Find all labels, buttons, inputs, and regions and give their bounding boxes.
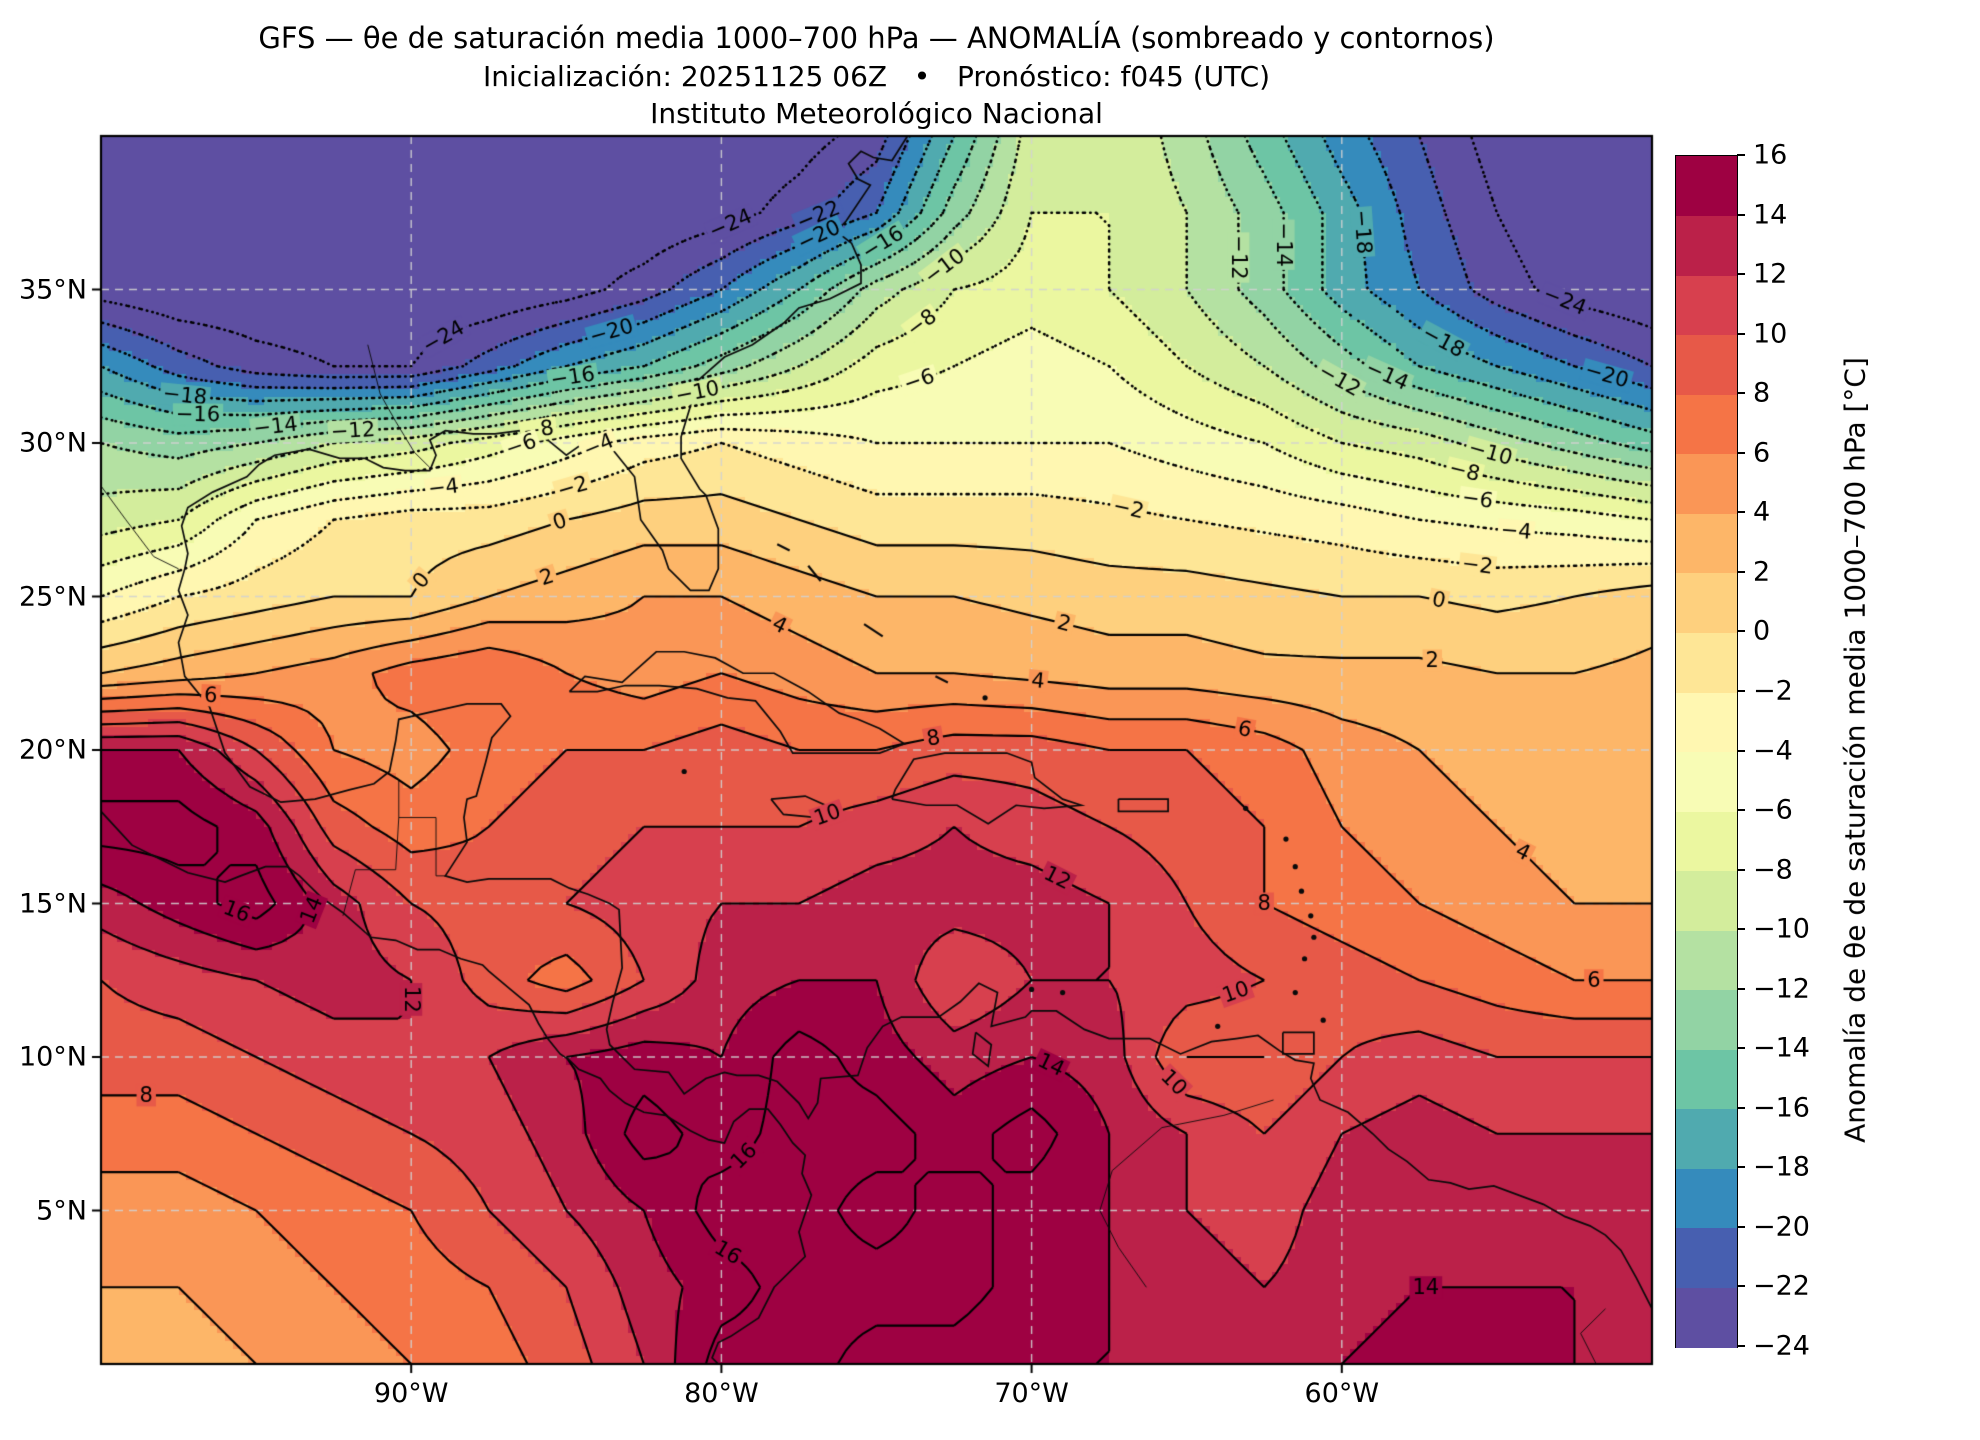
x-tick-label: 90°W bbox=[373, 1378, 449, 1409]
colorbar-tick-label: −4 bbox=[1753, 735, 1793, 766]
colorbar-cell bbox=[1676, 215, 1737, 276]
colorbar-tick bbox=[1737, 570, 1745, 573]
colorbar-tick-label: −24 bbox=[1753, 1330, 1810, 1362]
colorbar-tick bbox=[1737, 868, 1745, 871]
colorbar-cell bbox=[1676, 1287, 1737, 1348]
x-tick-label: 60°W bbox=[1304, 1378, 1380, 1409]
colorbar-tick-label: −22 bbox=[1753, 1270, 1810, 1302]
colorbar-cell bbox=[1676, 513, 1737, 574]
colorbar-tick bbox=[1737, 154, 1745, 156]
colorbar-cell bbox=[1676, 394, 1737, 455]
colorbar-cell bbox=[1676, 453, 1737, 514]
y-tick-label: 15°N bbox=[18, 888, 87, 919]
colorbar-cell bbox=[1676, 156, 1737, 217]
colorbar-tick bbox=[1737, 1047, 1745, 1050]
colorbar-tick-label: 0 bbox=[1753, 615, 1771, 647]
colorbar-tick-label: −8 bbox=[1753, 854, 1793, 886]
y-tick-label: 35°N bbox=[18, 274, 87, 305]
x-tick-label: 70°W bbox=[994, 1378, 1069, 1409]
y-tick-label: 20°N bbox=[18, 734, 87, 766]
colorbar-tick-label: −2 bbox=[1753, 675, 1793, 707]
colorbar-tick bbox=[1737, 1345, 1745, 1347]
colorbar-tick bbox=[1737, 630, 1745, 633]
x-tick-label: 80°W bbox=[684, 1378, 759, 1409]
colorbar-tick-label: 4 bbox=[1753, 496, 1771, 528]
colorbar-tick bbox=[1737, 1106, 1745, 1109]
colorbar-tick-label: 6 bbox=[1753, 437, 1771, 469]
colorbar-tick bbox=[1737, 809, 1745, 812]
colorbar-tick-label: 8 bbox=[1753, 377, 1771, 409]
colorbar-title: Anomalía de θe de saturación media 1000–… bbox=[1838, 357, 1872, 1143]
colorbar-tick bbox=[1737, 749, 1745, 752]
colorbar-tick-label: 2 bbox=[1753, 556, 1771, 588]
colorbar-tick bbox=[1737, 511, 1745, 514]
colorbar-cell bbox=[1676, 632, 1737, 693]
colorbar-cell bbox=[1676, 989, 1737, 1050]
colorbar-tick bbox=[1737, 451, 1745, 454]
colorbar-cell bbox=[1676, 751, 1737, 812]
colorbar-tick-label: 14 bbox=[1753, 199, 1788, 231]
y-tick-label: 10°N bbox=[18, 1041, 87, 1073]
colorbar-cell bbox=[1676, 1108, 1737, 1169]
colorbar-cell bbox=[1676, 334, 1737, 395]
colorbar-tick bbox=[1737, 928, 1745, 931]
colorbar-tick-label: −12 bbox=[1753, 973, 1810, 1005]
colorbar-cell bbox=[1676, 1049, 1737, 1110]
colorbar-cell bbox=[1676, 572, 1737, 633]
colorbar bbox=[1675, 155, 1738, 1348]
colorbar-tick bbox=[1737, 273, 1745, 276]
colorbar-tick-label: −14 bbox=[1753, 1032, 1810, 1064]
colorbar-cell bbox=[1676, 275, 1737, 336]
colorbar-tick bbox=[1737, 332, 1745, 335]
colorbar-tick-label: −18 bbox=[1753, 1151, 1810, 1183]
colorbar-tick bbox=[1737, 1285, 1745, 1288]
colorbar-tick-label: −16 bbox=[1753, 1092, 1810, 1124]
colorbar-tick-label: −10 bbox=[1753, 913, 1810, 945]
colorbar-tick bbox=[1737, 689, 1745, 692]
colorbar-cell bbox=[1676, 930, 1737, 991]
colorbar-cell bbox=[1676, 1227, 1737, 1289]
colorbar-tick bbox=[1737, 987, 1745, 990]
colorbar-tick bbox=[1737, 213, 1745, 216]
colorbar-tick-label: −20 bbox=[1753, 1211, 1810, 1243]
colorbar-cell bbox=[1676, 1168, 1737, 1229]
colorbar-tick bbox=[1737, 1225, 1745, 1228]
colorbar-tick bbox=[1737, 1166, 1745, 1169]
colorbar-tick-label: −6 bbox=[1753, 794, 1793, 826]
colorbar-tick bbox=[1737, 392, 1745, 395]
y-tick-label: 25°N bbox=[18, 581, 87, 612]
colorbar-tick-label: 16 bbox=[1753, 139, 1788, 171]
colorbar-cell bbox=[1676, 811, 1737, 872]
y-tick-label: 5°N bbox=[36, 1195, 87, 1226]
colorbar-cell bbox=[1676, 691, 1737, 753]
colorbar-tick-label: 10 bbox=[1753, 318, 1788, 350]
colorbar-tick-label: 12 bbox=[1753, 258, 1788, 290]
y-tick-label: 30°N bbox=[18, 427, 87, 459]
colorbar-cell bbox=[1676, 870, 1737, 931]
